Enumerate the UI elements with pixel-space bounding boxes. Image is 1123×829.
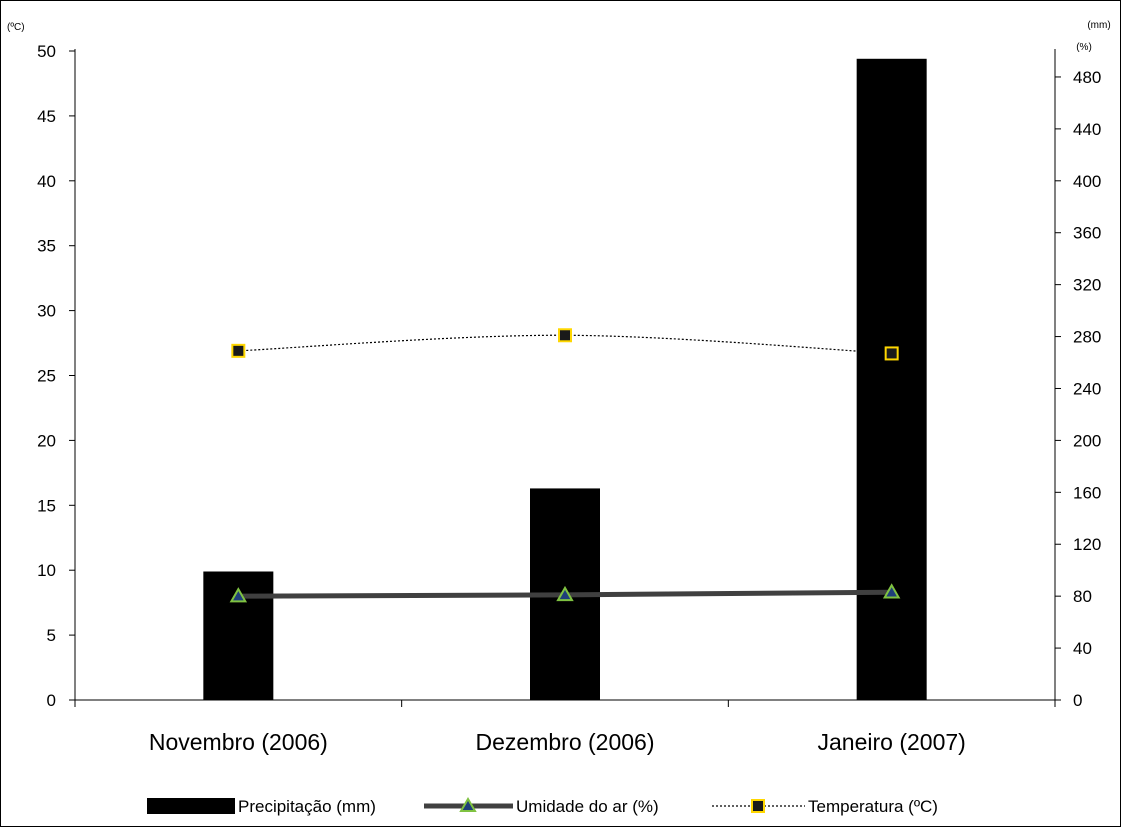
- left-axis-tick-label: 0: [47, 691, 56, 710]
- bars-group: [203, 58, 927, 700]
- left-axis-unit-label: (ºC): [7, 22, 25, 33]
- umidade-marker: [882, 583, 901, 599]
- precipitacao-bar: [856, 58, 927, 700]
- umidade-marker: [229, 587, 248, 603]
- legend-precipitacao-label: Precipitação (mm): [238, 797, 376, 816]
- right-axis-tick-label: 280: [1073, 328, 1101, 347]
- left-axis-tick-label: 10: [37, 561, 56, 580]
- right-axis-tick-label: 360: [1073, 224, 1101, 243]
- left-axis-tick-label: 40: [37, 172, 56, 191]
- right-axis-tick-label: 480: [1073, 68, 1101, 87]
- right-axis-tick-label: 160: [1073, 483, 1101, 502]
- right-axis-tick-label: 440: [1073, 120, 1101, 139]
- x-axis-category-label: Dezembro (2006): [476, 729, 655, 755]
- right-axis-tick-label: 80: [1073, 587, 1092, 606]
- right-axis-tick-label: 320: [1073, 276, 1101, 295]
- right-axis-tick-label: 240: [1073, 379, 1101, 398]
- right-axis-tick-label: 200: [1073, 431, 1101, 450]
- right-axis-tick-label: 120: [1073, 535, 1101, 554]
- umidade-marker: [556, 585, 574, 602]
- lines-group: [229, 328, 901, 603]
- legend-umidade-label: Umidade do ar (%): [516, 797, 659, 816]
- left-axis-tick-label: 25: [37, 367, 56, 386]
- right-axis-tick-label: 400: [1073, 172, 1101, 191]
- right-axis-unit-label: (mm): [1087, 20, 1110, 31]
- axes-group: 0 5 10 15 20 25 30 35 40 45 50 0 40 80 120 160 200 240 280…: [7, 20, 1111, 755]
- temperatura-marker: [884, 346, 899, 361]
- left-axis-tick-label: 20: [37, 431, 56, 450]
- right-axis-tick-label: 40: [1073, 639, 1092, 658]
- left-axis-tick-label: 50: [37, 42, 56, 61]
- temperatura-marker: [231, 343, 246, 358]
- right-axis-unit-label: (%): [1076, 42, 1092, 53]
- x-axis-category-label: Janeiro (2007): [818, 729, 966, 755]
- left-axis-tick-label: 5: [47, 626, 56, 645]
- x-axis-category-label: Novembro (2006): [149, 729, 328, 755]
- legend-temperatura-marker: [751, 799, 765, 813]
- legend-umidade-marker: [459, 797, 477, 812]
- legend: Precipitação (mm) Umidade do ar (%) Temper…: [147, 797, 938, 816]
- left-axis-tick-label: 15: [37, 496, 56, 515]
- right-axis-tick-label: 0: [1073, 691, 1082, 710]
- left-axis-tick-label: 35: [37, 237, 56, 256]
- legend-precipitacao-swatch: [147, 798, 235, 814]
- legend-temperatura-label: Temperatura (ºC): [808, 797, 938, 816]
- temperatura-marker: [558, 328, 572, 343]
- left-axis-tick-label: 45: [37, 107, 56, 126]
- left-axis-tick-label: 30: [37, 302, 56, 321]
